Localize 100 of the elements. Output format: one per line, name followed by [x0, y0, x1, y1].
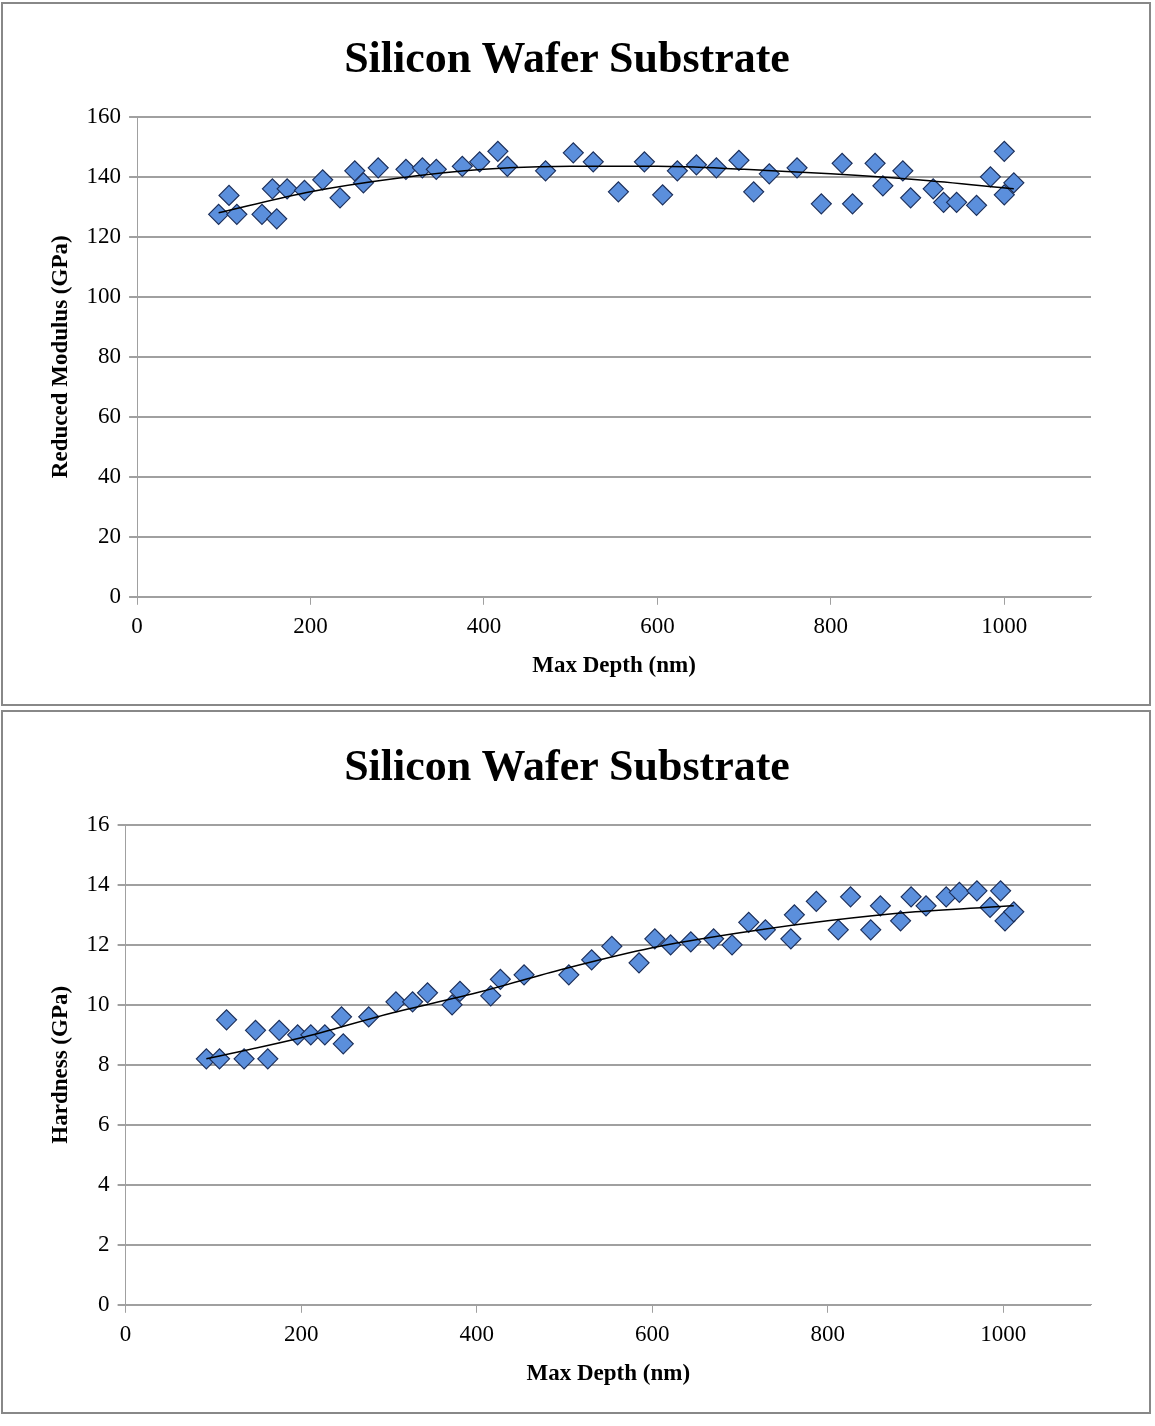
point — [582, 151, 604, 173]
point — [860, 919, 882, 941]
point — [276, 178, 298, 200]
point — [758, 163, 780, 185]
x-tick-label: 200 — [293, 612, 328, 638]
point — [869, 895, 891, 917]
point — [783, 904, 805, 926]
x-tick-label: 800 — [810, 1320, 845, 1346]
y-tick-label: 10 — [86, 990, 110, 1016]
point — [215, 1009, 238, 1031]
point — [601, 935, 623, 957]
y-tick-label: 140 — [86, 162, 122, 188]
point — [562, 142, 584, 164]
point — [864, 152, 886, 174]
point — [922, 178, 944, 200]
point — [728, 149, 750, 171]
point — [312, 169, 334, 191]
point — [449, 980, 471, 1002]
point — [344, 160, 366, 182]
y-axis-title: Reduced Modulus (GPa) — [46, 235, 72, 479]
point — [251, 203, 273, 225]
point — [1003, 172, 1025, 194]
point — [487, 140, 509, 162]
x-tick-label: 400 — [459, 1320, 494, 1346]
point — [966, 880, 988, 902]
y-tick-label: 2 — [98, 1230, 110, 1256]
point — [489, 968, 511, 990]
y-axis-title: Hardness (GPa) — [46, 985, 72, 1144]
y-tick-label: 0 — [98, 1290, 110, 1316]
x-axis-title: Max Depth (nm) — [526, 1360, 691, 1386]
x-tick-label: 0 — [131, 612, 143, 638]
point — [839, 886, 862, 908]
point — [666, 160, 688, 182]
point — [208, 203, 230, 225]
point — [607, 181, 629, 203]
point — [385, 991, 407, 1013]
chart-title: Silicon Wafer Substrate — [344, 32, 790, 82]
point — [945, 191, 968, 213]
point — [441, 994, 463, 1016]
point — [257, 1048, 279, 1070]
point — [805, 890, 827, 912]
x-tick-label: 800 — [813, 612, 849, 638]
point — [451, 155, 473, 177]
point — [900, 187, 922, 209]
point — [810, 193, 832, 215]
point — [469, 151, 491, 173]
y-tick-label: 14 — [86, 870, 111, 896]
x-tick-label: 1000 — [980, 1320, 1027, 1346]
point — [480, 985, 502, 1007]
x-tick-label: 600 — [640, 612, 675, 638]
point — [367, 157, 389, 179]
point — [990, 880, 1012, 902]
point — [330, 1006, 353, 1028]
point — [993, 140, 1015, 162]
point — [644, 928, 666, 950]
point — [233, 1048, 255, 1070]
point — [261, 178, 283, 200]
point — [889, 910, 912, 932]
y-tick-label: 16 — [86, 810, 110, 836]
point — [332, 1033, 354, 1055]
y-tick-label: 60 — [98, 402, 122, 428]
point — [872, 175, 894, 197]
point — [915, 895, 937, 917]
point — [401, 991, 424, 1013]
point — [633, 151, 655, 173]
x-tick-label: 200 — [283, 1320, 319, 1346]
point — [721, 934, 743, 956]
point — [827, 919, 849, 941]
point — [513, 964, 535, 986]
point — [226, 203, 248, 225]
point — [1003, 901, 1025, 923]
y-tick-label: 8 — [98, 1050, 110, 1076]
point — [780, 928, 802, 950]
point — [993, 184, 1015, 206]
point — [268, 1019, 290, 1041]
y-tick-label: 80 — [98, 342, 122, 368]
point — [395, 158, 417, 180]
point — [948, 881, 970, 903]
point — [900, 886, 922, 908]
point — [738, 911, 760, 933]
x-tick-label: 600 — [634, 1320, 670, 1346]
y-tick-label: 12 — [86, 930, 110, 956]
point — [416, 982, 439, 1004]
y-tick-label: 0 — [109, 582, 122, 608]
y-tick-label: 160 — [86, 102, 122, 128]
point — [652, 184, 674, 206]
point — [965, 194, 988, 216]
y-tick-label: 20 — [98, 522, 122, 548]
point — [831, 152, 853, 174]
y-tick-label: 100 — [86, 282, 122, 308]
point — [628, 952, 650, 974]
y-tick-label: 4 — [98, 1170, 111, 1196]
point — [329, 187, 351, 209]
y-tick-label: 6 — [98, 1110, 110, 1136]
y-tick-label: 120 — [86, 222, 122, 248]
point — [743, 181, 765, 203]
x-axis-title: Max Depth (nm) — [532, 652, 696, 678]
point — [425, 158, 447, 180]
point — [979, 166, 1002, 188]
point — [558, 964, 580, 986]
